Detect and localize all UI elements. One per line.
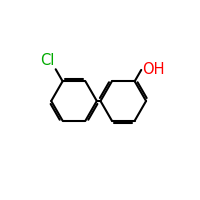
Text: OH: OH: [142, 62, 165, 77]
Text: Cl: Cl: [40, 53, 54, 68]
